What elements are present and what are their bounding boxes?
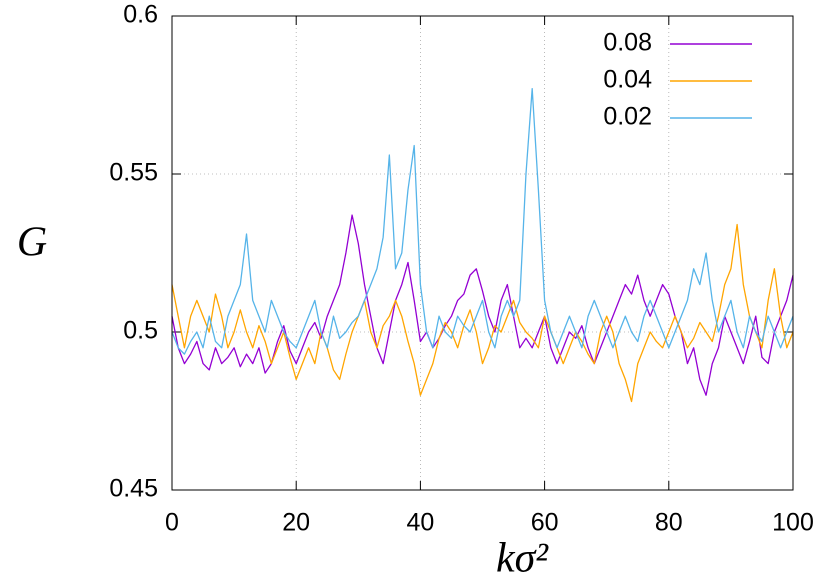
x-tick-label: 20 (282, 509, 310, 537)
plot-border (171, 15, 794, 491)
y-tick-label: 0.6 (123, 1, 158, 29)
y-tick-label: 0.45 (109, 475, 158, 503)
legend-label: 0.04 (603, 66, 652, 94)
data-line (171, 88, 794, 355)
x-tick-label: 60 (531, 509, 559, 537)
y-tick-label: 0.5 (123, 317, 158, 345)
x-tick-label: 40 (406, 509, 434, 537)
x-tick-label: 0 (165, 509, 179, 537)
x-tick-label: 100 (772, 509, 814, 537)
y-axis-label: G (17, 220, 47, 266)
data-line (171, 214, 794, 396)
legend-label: 0.02 (603, 103, 652, 131)
y-tick-label: 0.55 (109, 159, 158, 187)
data-line (171, 223, 794, 403)
legend-label: 0.08 (603, 29, 652, 57)
x-tick-label: 80 (655, 509, 683, 537)
x-axis-label: kσ² (496, 536, 549, 582)
